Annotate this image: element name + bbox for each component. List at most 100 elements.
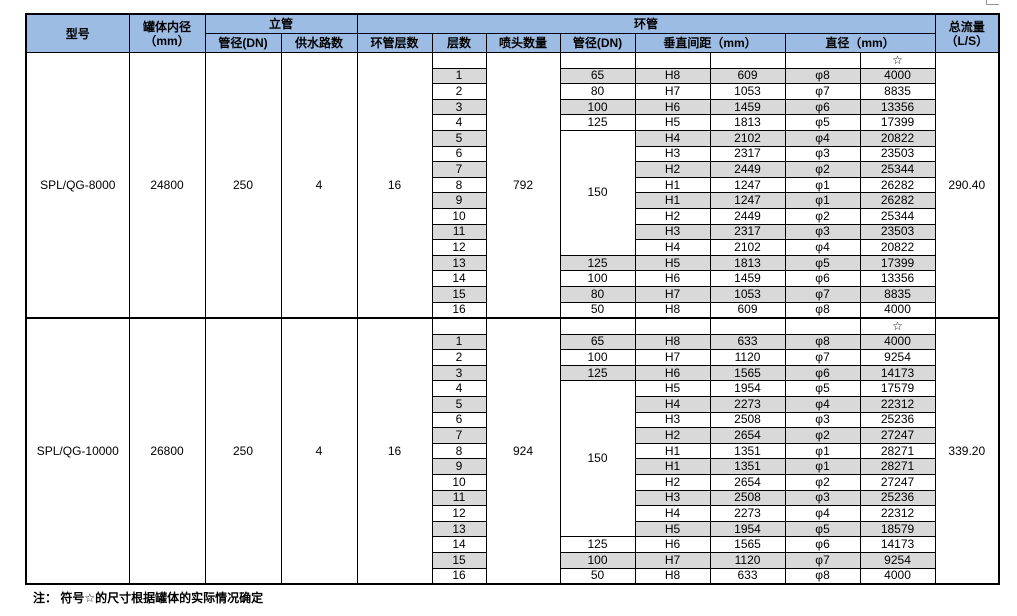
ring-dn-cell: 80 <box>559 285 636 303</box>
phi-cell: φ8 <box>784 567 861 585</box>
ring-layers-cell: 16 <box>356 52 433 319</box>
phi-cell: φ2 <box>784 474 861 491</box>
table-row: 4 150 H5 1954 φ5 17579 <box>26 380 999 538</box>
phi-cell: φ4 <box>784 129 861 147</box>
diameter-cell: 4000 <box>859 333 936 351</box>
h-cell: H1 <box>634 442 711 460</box>
phi-cell: φ2 <box>784 207 861 225</box>
spacing-cell: 2102 <box>709 129 786 147</box>
spacing-cell: 2508 <box>709 411 786 429</box>
inner-diameter-cell: 24800 <box>128 52 206 319</box>
diameter-cell: 25236 <box>859 489 936 507</box>
spacing-cell: 633 <box>709 567 786 585</box>
phi-cell: φ4 <box>784 396 861 413</box>
table-row: 3 125 H6 1565 φ6 14173 <box>26 364 999 382</box>
header-total-flow: 总流量 （L/S） <box>934 13 1000 53</box>
h-cell: H6 <box>634 270 711 287</box>
h-cell: H3 <box>634 145 711 163</box>
h-cell: H7 <box>634 552 711 569</box>
spacing-cell: 1813 <box>709 114 786 131</box>
table-row: 8 H1 1351 φ1 28271 <box>26 442 999 460</box>
ring-dn-cell: 100 <box>559 349 636 366</box>
riser-dn-cell: 250 <box>204 317 282 585</box>
layer-cell: 13 <box>431 254 487 272</box>
h-cell: H7 <box>634 285 711 303</box>
h-cell: H2 <box>634 161 711 178</box>
layer-cell: 14 <box>431 270 487 287</box>
spacing-cell: 2449 <box>709 207 786 225</box>
diameter-cell: 4000 <box>859 301 936 319</box>
spec-table: 型号 罐体内径 （mm） 立管 环管 总流量 （L/S） 管径(DN) 供水路数 环… <box>25 13 1001 586</box>
diameter-cell: 20822 <box>859 239 936 256</box>
table-row: SPL/QG-8000 24800 250 4 16 792 ☆ 290.40 <box>25 52 1000 319</box>
layer-cell: 12 <box>431 239 487 256</box>
h-cell: H4 <box>634 239 711 256</box>
ring-dn-cell: 65 <box>559 333 636 351</box>
h-cell: H8 <box>634 333 711 351</box>
header-layer: 层数 <box>431 33 487 53</box>
h-cell: H7 <box>634 83 711 100</box>
h-cell: H4 <box>634 129 711 147</box>
spacing-cell <box>709 317 786 335</box>
ring-dn-cell <box>559 52 636 69</box>
h-cell: H5 <box>634 254 711 272</box>
layer-cell: 5 <box>431 129 487 147</box>
layer-cell: 1 <box>431 333 487 351</box>
phi-cell: φ1 <box>784 442 861 460</box>
star-cell: ☆ <box>859 317 936 335</box>
diameter-cell: 20822 <box>859 129 936 147</box>
layer-cell: 3 <box>431 364 487 382</box>
ring-dn-cell: 125 <box>559 536 636 553</box>
phi-cell: φ4 <box>784 505 861 522</box>
h-cell: H5 <box>634 380 711 398</box>
phi-cell: φ1 <box>784 192 861 209</box>
h-cell: H1 <box>634 458 711 476</box>
ring-dn-cell: 50 <box>559 301 636 319</box>
ring-dn-cell: 125 <box>559 114 636 131</box>
spacing-cell: 2654 <box>709 474 786 491</box>
diameter-cell: 17399 <box>859 254 936 272</box>
header-ring: 环管 <box>356 13 936 34</box>
diameter-cell: 14173 <box>859 536 936 553</box>
ring-dn-cell: 100 <box>559 98 636 116</box>
ring-dn-cell: 50 <box>559 567 636 585</box>
h-cell: H2 <box>634 207 711 225</box>
ring-dn-cell: 80 <box>559 83 636 100</box>
diameter-cell: 22312 <box>859 396 936 413</box>
table-row: SPL/QG-10000 26800 250 4 16 924 ☆ 339.20 <box>25 317 1000 585</box>
layer-cell: 3 <box>431 98 487 116</box>
h-cell: H8 <box>634 301 711 319</box>
spacing-cell: 1053 <box>709 83 786 100</box>
diameter-cell: 17579 <box>859 380 936 398</box>
phi-cell: φ5 <box>784 254 861 272</box>
table-row: 5 150 H4 2102 φ4 20822 <box>26 129 999 256</box>
nozzles-cell: 924 <box>485 317 561 585</box>
spacing-cell: 2102 <box>709 239 786 256</box>
table-row: 5 H4 2273 φ4 22312 <box>26 396 999 413</box>
phi-cell: φ2 <box>784 161 861 178</box>
phi-cell: φ8 <box>784 301 861 319</box>
h-cell <box>634 317 711 335</box>
header-riser-supply: 供水路数 <box>280 33 358 53</box>
table-row: 9 H1 1351 φ1 28271 <box>26 458 999 476</box>
layer-cell: 10 <box>431 474 487 491</box>
diameter-cell: 26282 <box>859 176 936 194</box>
spacing-cell <box>709 52 786 69</box>
spacing-cell: 609 <box>709 67 786 85</box>
table-row: 14 125 H6 1565 φ6 14173 <box>26 536 999 553</box>
ring-dn-cell: 100 <box>559 270 636 287</box>
h-cell: H5 <box>634 114 711 131</box>
layer-cell: 6 <box>431 145 487 163</box>
layer-cell: 4 <box>431 114 487 131</box>
layer-cell <box>431 52 487 69</box>
table-row: 16 50 H8 633 φ8 4000 <box>26 567 999 585</box>
h-cell: H5 <box>634 520 711 538</box>
ring-dn-cell: 125 <box>559 364 636 382</box>
diameter-cell: 25344 <box>859 161 936 178</box>
spacing-cell: 609 <box>709 301 786 319</box>
spacing-cell: 1459 <box>709 270 786 287</box>
spacing-cell: 2273 <box>709 396 786 413</box>
total-flow-cell: 290.40 <box>934 52 1000 319</box>
table-row: 13 125 H5 1813 φ5 17399 <box>26 254 999 272</box>
riser-dn-cell: 250 <box>204 52 282 319</box>
